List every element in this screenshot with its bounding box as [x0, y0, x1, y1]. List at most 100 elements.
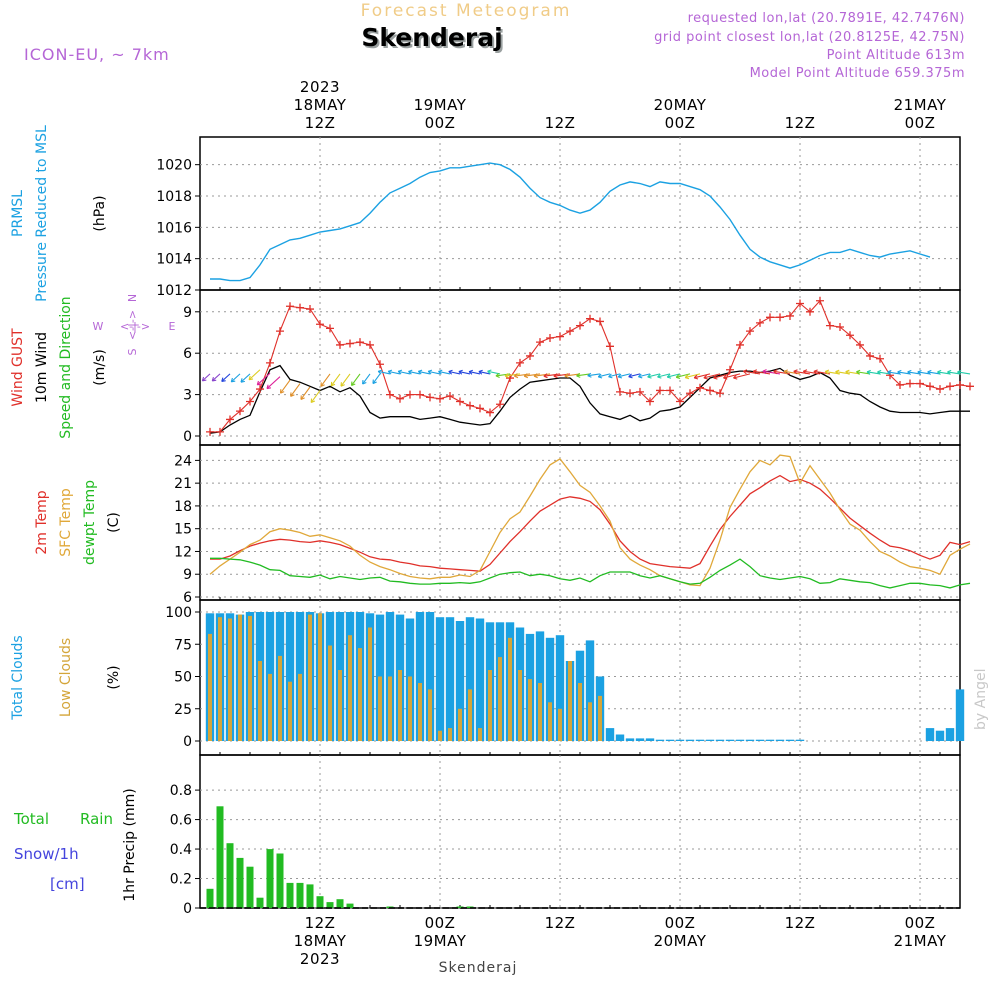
- panel-label: 2m Temp: [34, 490, 50, 554]
- wind-arrow-head: [290, 392, 295, 397]
- gust-marker: [206, 427, 214, 436]
- total-cloud-bar: [735, 739, 745, 741]
- y-tick-label: 3: [183, 388, 192, 404]
- gust-marker: [216, 427, 224, 436]
- wind-arrow-head: [495, 372, 500, 378]
- wind-direction-arrow: [628, 373, 641, 378]
- low-cloud-bar: [538, 683, 542, 741]
- wind-direction-arrow: [202, 373, 211, 382]
- wind-arrow-head: [802, 369, 808, 375]
- wind-direction-arrow: [947, 371, 961, 375]
- legend-total: Total: [13, 810, 49, 828]
- wind-arrow-head: [230, 377, 236, 383]
- y-tick-label: 18: [174, 499, 192, 515]
- gust-marker: [606, 342, 614, 351]
- wind-arrow-head: [897, 369, 902, 375]
- low-cloud-bar: [468, 689, 472, 741]
- wind-arrow-head: [523, 373, 529, 379]
- gust-marker: [456, 397, 464, 406]
- gust-marker: [966, 382, 974, 391]
- gust-marker: [336, 340, 344, 349]
- gust-marker: [326, 324, 334, 333]
- total-cloud-bar: [285, 612, 295, 741]
- time-label-top: 12Z: [785, 114, 816, 132]
- gust-marker: [786, 311, 794, 320]
- gust-marker: [646, 397, 654, 406]
- gust-marker: [746, 327, 754, 336]
- wind-direction-arrow: [723, 373, 741, 379]
- gust-marker: [846, 331, 854, 340]
- wind-direction-arrow: [907, 371, 921, 375]
- compass-e: E: [169, 320, 176, 333]
- time-label-bottom: 12Z: [545, 914, 576, 932]
- low-cloud-bar: [548, 702, 552, 741]
- panel-label: Pressure Reduced to MSL: [34, 125, 50, 302]
- wind-arrow-head: [947, 369, 952, 375]
- gust-marker: [406, 390, 414, 399]
- low-cloud-bar: [478, 728, 482, 741]
- wind-direction-arrow: [256, 372, 271, 386]
- wind-arrow-head: [684, 374, 690, 380]
- total-cloud-bar: [605, 728, 615, 741]
- gust-marker: [866, 351, 874, 360]
- wind-direction-arrow: [221, 373, 231, 382]
- low-cloud-bar: [318, 613, 322, 741]
- wind-direction-arrow: [685, 373, 701, 379]
- wind-direction-arrow: [937, 371, 951, 375]
- wind-arrow-head: [487, 369, 492, 375]
- gust-marker: [516, 358, 524, 367]
- gust-marker: [716, 389, 724, 398]
- panel-label: (C): [106, 512, 122, 533]
- y-tick-label: 6: [183, 346, 192, 362]
- wind-arrow-head: [427, 369, 433, 375]
- low-cloud-bar: [358, 648, 362, 741]
- wind-arrow-head: [320, 382, 325, 387]
- total-cloud-bar: [705, 739, 715, 741]
- gust-marker: [856, 340, 864, 349]
- wind-direction-arrow: [330, 373, 341, 387]
- time-label-bottom: 18MAY: [294, 932, 347, 950]
- total-cloud-bar: [685, 739, 695, 741]
- total-cloud-bar: [475, 618, 485, 741]
- y-tick-label: 100: [165, 605, 192, 621]
- rain-bar: [276, 853, 284, 908]
- gust-marker: [226, 415, 234, 424]
- gust-marker: [296, 303, 304, 312]
- wind-direction-arrow: [372, 373, 381, 384]
- y-tick-label: 15: [174, 522, 192, 538]
- panel-label: PRMSL: [10, 190, 26, 237]
- total-cloud-bar: [655, 739, 665, 741]
- low-cloud-bar: [338, 670, 342, 741]
- gust-marker: [936, 385, 944, 394]
- wind-arrow-head: [553, 373, 558, 379]
- wind-arrow-head: [513, 373, 519, 379]
- wind-direction-arrow: [468, 371, 481, 375]
- chart-title: Forecast Meteogram: [361, 1, 572, 21]
- total-cloud-bar: [455, 621, 465, 741]
- time-label-top: 18MAY: [294, 96, 347, 114]
- y-tick-label: 0: [183, 734, 192, 750]
- wind-arrow-head: [752, 369, 758, 375]
- total-cloud-bar: [665, 739, 675, 741]
- wind-arrow-head: [957, 369, 962, 375]
- total-cloud-bar: [755, 739, 765, 741]
- location-title: Skenderaj: [361, 23, 502, 52]
- gust-marker: [706, 386, 714, 395]
- wind-arrow-head: [387, 369, 393, 375]
- panel-frame: [199, 289, 961, 446]
- wind-arrow-head: [330, 381, 336, 387]
- low-cloud-bar: [418, 683, 422, 741]
- wind-arrow-head: [856, 369, 861, 375]
- low-cloud-bar: [598, 695, 602, 741]
- total-cloud-bar: [425, 612, 435, 741]
- panel-label: Wind GUST: [10, 328, 26, 407]
- wind-arrow-head: [377, 369, 383, 375]
- wind-arrow-head: [666, 373, 672, 379]
- wind-direction-arrow: [753, 370, 771, 375]
- time-label-top: 00Z: [665, 114, 696, 132]
- time-label-top: 19MAY: [414, 96, 467, 114]
- low-cloud-bar: [528, 679, 532, 741]
- panel-label: (%): [106, 665, 122, 689]
- rain-bar: [296, 882, 304, 908]
- wind-arrow-head: [408, 369, 413, 375]
